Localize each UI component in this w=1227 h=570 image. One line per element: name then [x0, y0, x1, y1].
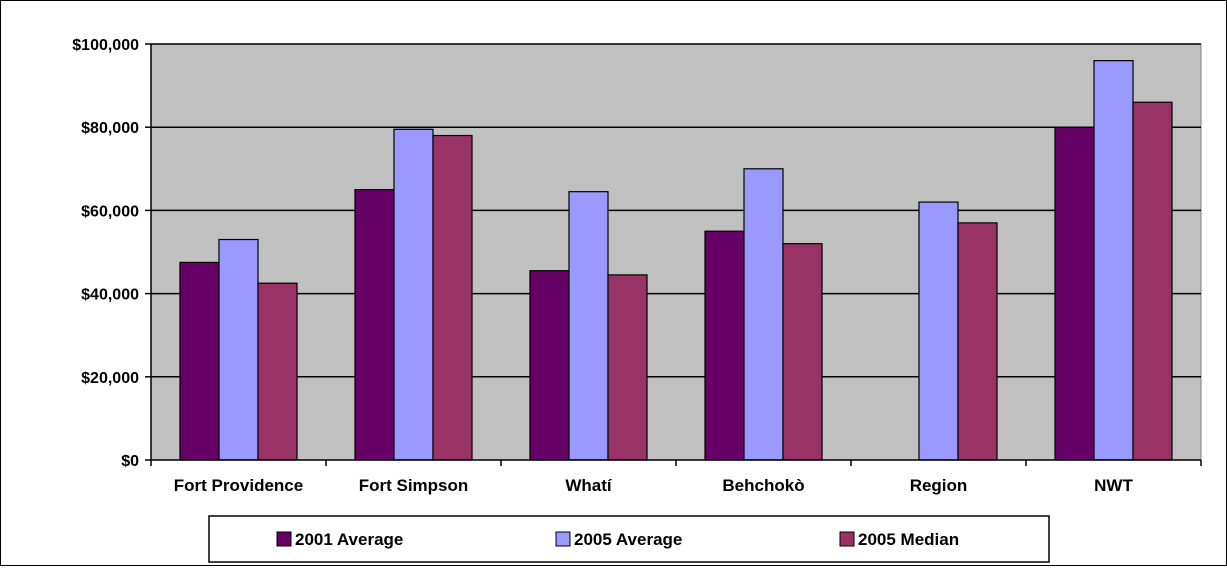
bar [782, 243, 823, 461]
bar [179, 261, 220, 461]
bar [432, 134, 473, 461]
y-tick-label: $40,000 [81, 287, 139, 304]
legend-swatch [276, 531, 292, 547]
bar [918, 201, 959, 461]
bar [529, 270, 570, 461]
y-tick-label: $80,000 [81, 120, 139, 137]
bar [1054, 126, 1095, 461]
x-category-label: Region [910, 476, 968, 495]
x-category-label: Fort Simpson [359, 476, 469, 495]
bar [704, 230, 745, 461]
legend-label: 2005 Average [574, 530, 682, 549]
legend-swatch [839, 531, 855, 547]
bar [607, 274, 648, 461]
bars [179, 60, 1173, 461]
legend-box [208, 515, 1050, 563]
y-tick-label: $0 [121, 453, 139, 470]
legend-label: 2005 Median [858, 530, 959, 549]
bar [257, 282, 298, 461]
x-axis-labels: Fort Providence Fort Simpson Whatí Behchokò… [174, 476, 1134, 495]
legend: 2001 Average 2005 Average 2005 Median [208, 515, 1050, 563]
bar [957, 222, 998, 461]
bar [354, 189, 395, 461]
legend-label: 2001 Average [295, 530, 403, 549]
x-category-label: Behchokò [722, 476, 804, 495]
plot-area [150, 43, 1202, 461]
bar [1132, 101, 1173, 461]
y-tick-label: $100,000 [72, 37, 139, 54]
bar [743, 168, 784, 461]
y-axis-ticks: $0 $20,000 $40,000 $60,000 $80,000 $100,000 [72, 37, 151, 470]
bar [568, 191, 609, 461]
bar [393, 128, 434, 461]
x-category-label: NWT [1094, 476, 1133, 495]
bar [218, 238, 259, 461]
x-category-label: Fort Providence [174, 476, 303, 495]
axes [150, 44, 1202, 466]
gridlines [151, 43, 1201, 378]
bar [1093, 60, 1134, 461]
legend-swatch [555, 531, 571, 547]
y-tick-label: $60,000 [81, 203, 139, 220]
y-tick-label: $20,000 [81, 370, 139, 387]
x-category-label: Whatí [565, 476, 613, 495]
